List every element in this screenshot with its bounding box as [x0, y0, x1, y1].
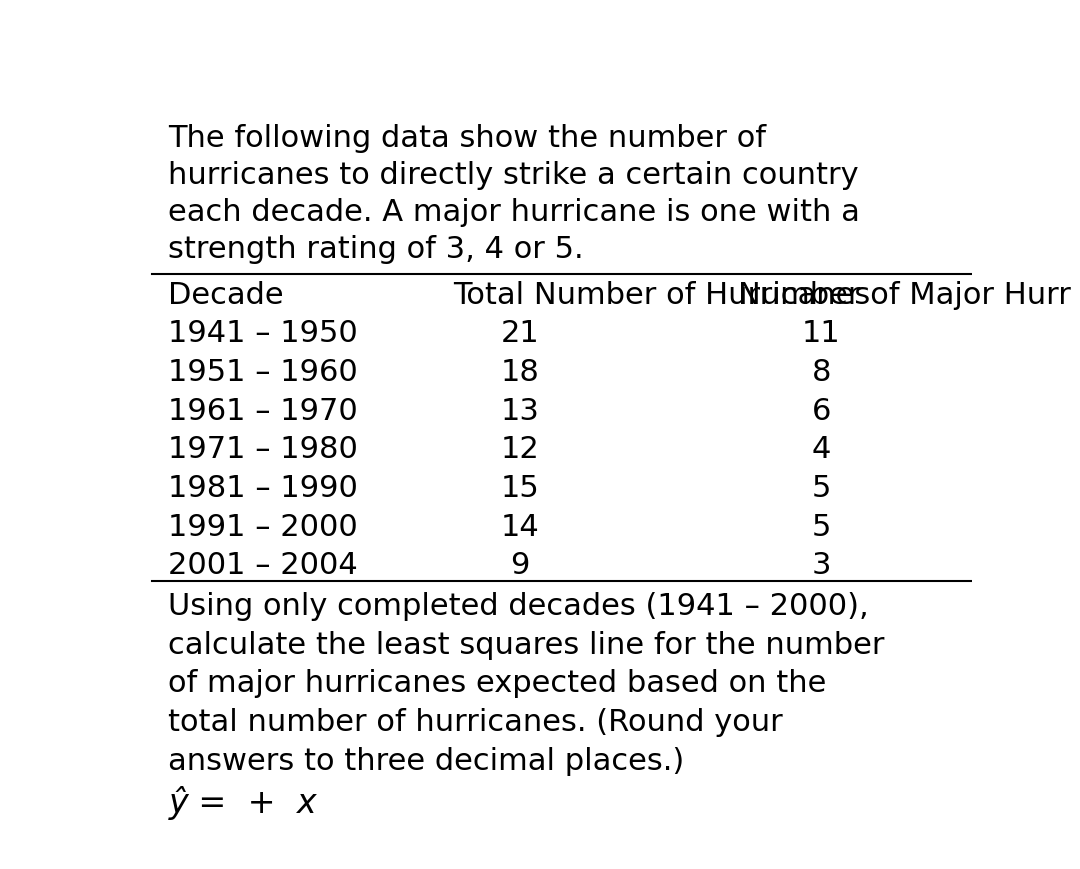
- Text: 9: 9: [511, 551, 529, 580]
- Text: 4: 4: [812, 434, 831, 464]
- Text: 1971 – 1980: 1971 – 1980: [168, 434, 359, 464]
- Text: 1981 – 1990: 1981 – 1990: [168, 474, 359, 502]
- Text: 5: 5: [812, 512, 831, 541]
- Text: answers to three decimal places.): answers to three decimal places.): [168, 746, 685, 775]
- Text: each decade. A major hurricane is one with a: each decade. A major hurricane is one wi…: [168, 198, 861, 227]
- Text: hurricanes to directly strike a certain country: hurricanes to directly strike a certain …: [168, 161, 859, 190]
- Text: 12: 12: [501, 434, 539, 464]
- Text: 3: 3: [811, 551, 832, 580]
- Text: 11: 11: [802, 319, 840, 348]
- Text: 15: 15: [501, 474, 539, 502]
- Text: 8: 8: [811, 357, 832, 387]
- Text: 1961 – 1970: 1961 – 1970: [168, 396, 359, 425]
- Text: Using only completed decades (1941 – 2000),: Using only completed decades (1941 – 200…: [168, 592, 869, 620]
- Text: Number of Major Hurr: Number of Major Hurr: [738, 281, 1070, 309]
- Text: 1941 – 1950: 1941 – 1950: [168, 319, 359, 348]
- Text: The following data show the number of: The following data show the number of: [168, 124, 767, 153]
- Text: 5: 5: [812, 474, 831, 502]
- Text: total number of hurricanes. (Round your: total number of hurricanes. (Round your: [168, 707, 783, 736]
- Text: 6: 6: [812, 396, 831, 425]
- Text: 21: 21: [501, 319, 539, 348]
- Text: 18: 18: [501, 357, 539, 387]
- Text: ŷ =  +  x: ŷ = + x: [168, 785, 318, 819]
- Text: 14: 14: [501, 512, 539, 541]
- Text: 1951 – 1960: 1951 – 1960: [168, 357, 359, 387]
- Text: Decade: Decade: [168, 281, 284, 309]
- Text: Total Number of Hurricanes: Total Number of Hurricanes: [454, 281, 870, 309]
- Text: 2001 – 2004: 2001 – 2004: [168, 551, 359, 580]
- Text: of major hurricanes expected based on the: of major hurricanes expected based on th…: [168, 668, 827, 698]
- Text: 13: 13: [501, 396, 539, 425]
- Text: 1991 – 2000: 1991 – 2000: [168, 512, 359, 541]
- Text: calculate the least squares line for the number: calculate the least squares line for the…: [168, 630, 885, 659]
- Text: strength rating of 3, 4 or 5.: strength rating of 3, 4 or 5.: [168, 235, 584, 263]
